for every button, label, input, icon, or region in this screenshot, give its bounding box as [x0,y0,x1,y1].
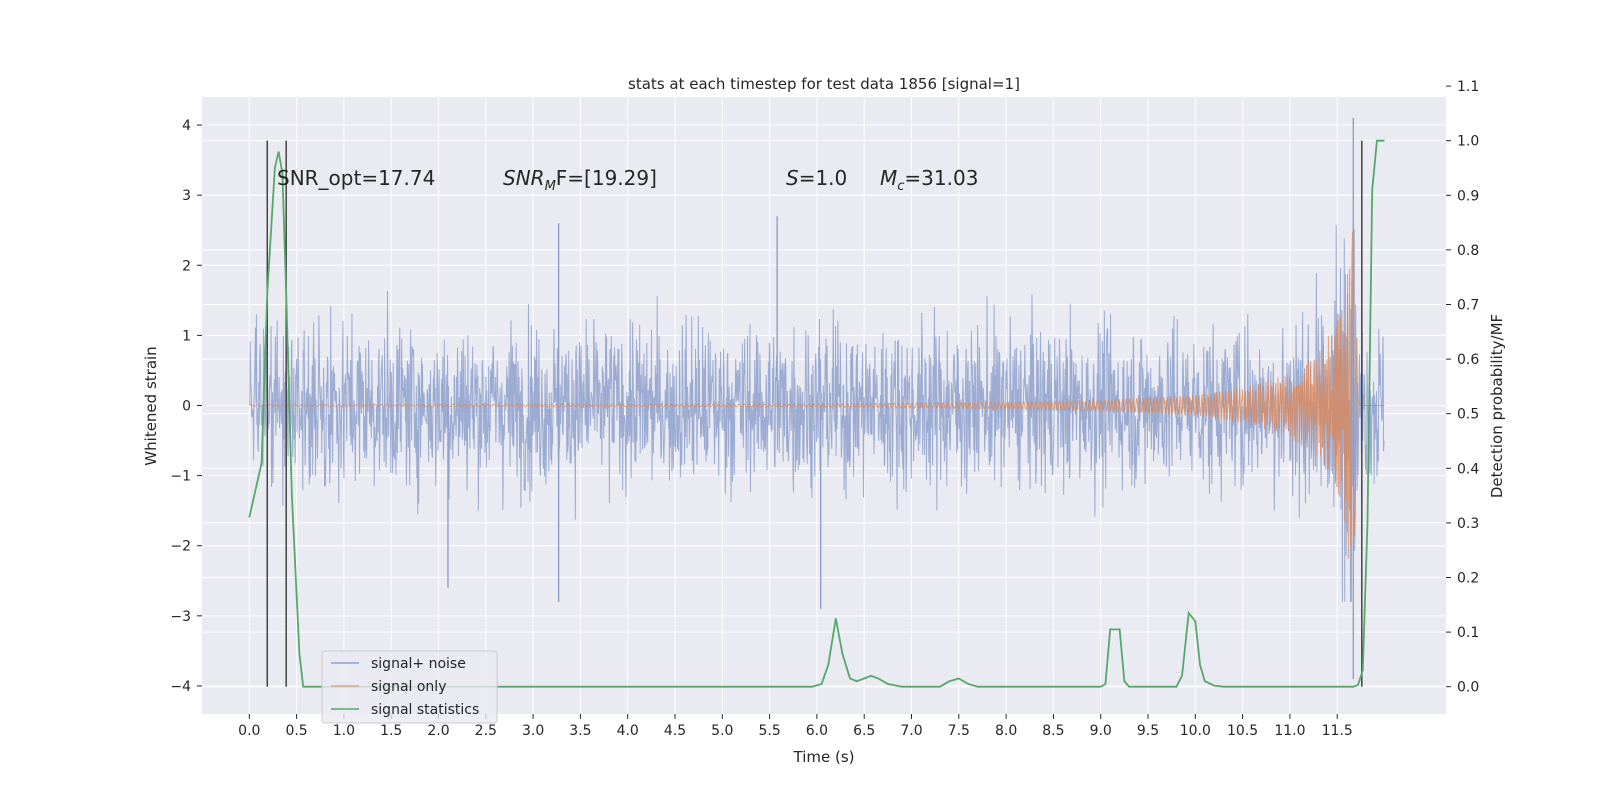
y2-axis-label: Detection probability/MF [1488,314,1506,498]
y-tick-label: 2 [182,258,191,274]
annotation-mc-subscript: c [897,179,904,194]
annotation-snr-mf-symbol: SNR [503,166,545,190]
x-tick-label: 4.0 [617,723,639,739]
y-tick-label: −4 [170,679,191,695]
y2-tick-label: 0.0 [1457,680,1479,696]
series-signal-only [249,231,1385,559]
vertical-markers [266,140,1363,687]
y2-axis-ticks: 1.1 1.0 0.9 0.8 0.7 0.6 0.5 0.4 0.3 0.2 0.1 0.0 [1446,79,1479,696]
x-axis-label: Time (s) [793,748,855,766]
x-tick-label: 0.5 [285,723,307,739]
y-tick-label: 0 [182,399,191,415]
statistics-trace [248,139,1385,688]
x-tick-label: 9.0 [1090,723,1112,739]
x-tick-label: 9.5 [1137,723,1159,739]
x-tick-label: 1.0 [333,723,355,739]
y2-tick-label: 0.5 [1457,407,1479,423]
y-tick-label: −1 [170,469,191,485]
x-tick-label: 3.5 [569,723,591,739]
x-tick-label: 5.5 [758,723,780,739]
y-tick-label: 1 [182,328,191,344]
x-tick-label: 3.0 [522,723,544,739]
legend-box [321,650,498,724]
y2-tick-label: 0.7 [1457,297,1479,313]
x-tick-label: 2.0 [427,723,449,739]
y-tick-label: 4 [182,118,191,134]
y2-tick-label: 1.0 [1457,134,1479,150]
y-axis-label: Whitened strain [142,346,160,465]
annotation-mc-symbol: M [880,166,897,190]
x-tick-label: 10.5 [1227,723,1258,739]
x-tick-label: 7.0 [900,723,922,739]
y2-tick-label: 0.6 [1457,352,1479,368]
x-tick-label: 11.0 [1274,723,1305,739]
x-tick-label: 0.0 [238,723,260,739]
annotation-s-symbol: S [786,166,799,190]
y2-tick-label: 0.2 [1457,570,1479,586]
x-tick-label: 6.0 [806,723,828,739]
signal-trace [249,231,1385,559]
annotation-snr-mf-value: F=[19.29] [556,166,657,190]
annotation-snr-mf-subscript: M [545,179,556,194]
y2-tick-label: 0.4 [1457,461,1479,477]
legend: signal+ noise signal only signal statist… [321,650,498,724]
x-tick-label: 11.5 [1322,723,1353,739]
y-axis-ticks: 4 3 2 1 0 −1 −2 −3 −4 [170,118,202,695]
annotation-s: S=1.0 [786,166,847,190]
legend-label-signal-statistics: signal statistics [371,702,479,718]
y2-tick-label: 1.1 [1457,79,1479,95]
x-tick-label: 4.5 [664,723,686,739]
x-tick-label: 1.5 [380,723,402,739]
y-tick-label: −2 [170,539,191,555]
y-tick-label: −3 [170,609,191,625]
x-tick-label: 5.0 [711,723,733,739]
x-axis-ticks: 0.0 0.5 1.0 1.5 2.0 2.5 3.0 3.5 4.0 4.5 5.0 5.5 6.0 6… [238,714,1353,739]
x-tick-label: 7.5 [948,723,970,739]
y2-tick-label: 0.1 [1457,625,1479,641]
annotation-snr-opt: SNR_opt=17.74 [277,166,435,190]
x-tick-label: 10.0 [1180,723,1211,739]
series-signal-statistics [248,139,1385,688]
x-tick-label: 8.0 [995,723,1017,739]
x-tick-label: 2.5 [475,723,497,739]
legend-label-signal-only: signal only [371,679,446,695]
x-tick-label: 6.5 [853,723,875,739]
chart-title: stats at each timestep for test data 185… [628,75,1020,93]
annotation-s-value: =1.0 [799,166,848,190]
annotation-mc-value: =31.03 [904,166,978,190]
legend-label-signal-plus-noise: signal+ noise [371,656,466,672]
x-tick-label: 8.5 [1042,723,1064,739]
y2-tick-label: 0.3 [1457,516,1479,532]
y2-tick-label: 0.8 [1457,243,1479,259]
annotation-snr-mf: SNRMF=[19.29] [503,166,657,194]
y2-tick-label: 0.9 [1457,188,1479,204]
annotation-mc: Mc=31.03 [880,166,978,194]
y-tick-label: 3 [182,188,191,204]
